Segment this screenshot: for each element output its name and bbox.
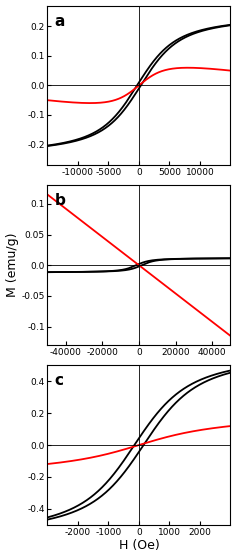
X-axis label: H (Oe): H (Oe) bbox=[119, 540, 159, 552]
Text: b: b bbox=[55, 194, 66, 208]
Y-axis label: M (emu/g): M (emu/g) bbox=[6, 233, 19, 297]
Text: c: c bbox=[55, 373, 64, 388]
Text: a: a bbox=[55, 13, 65, 28]
